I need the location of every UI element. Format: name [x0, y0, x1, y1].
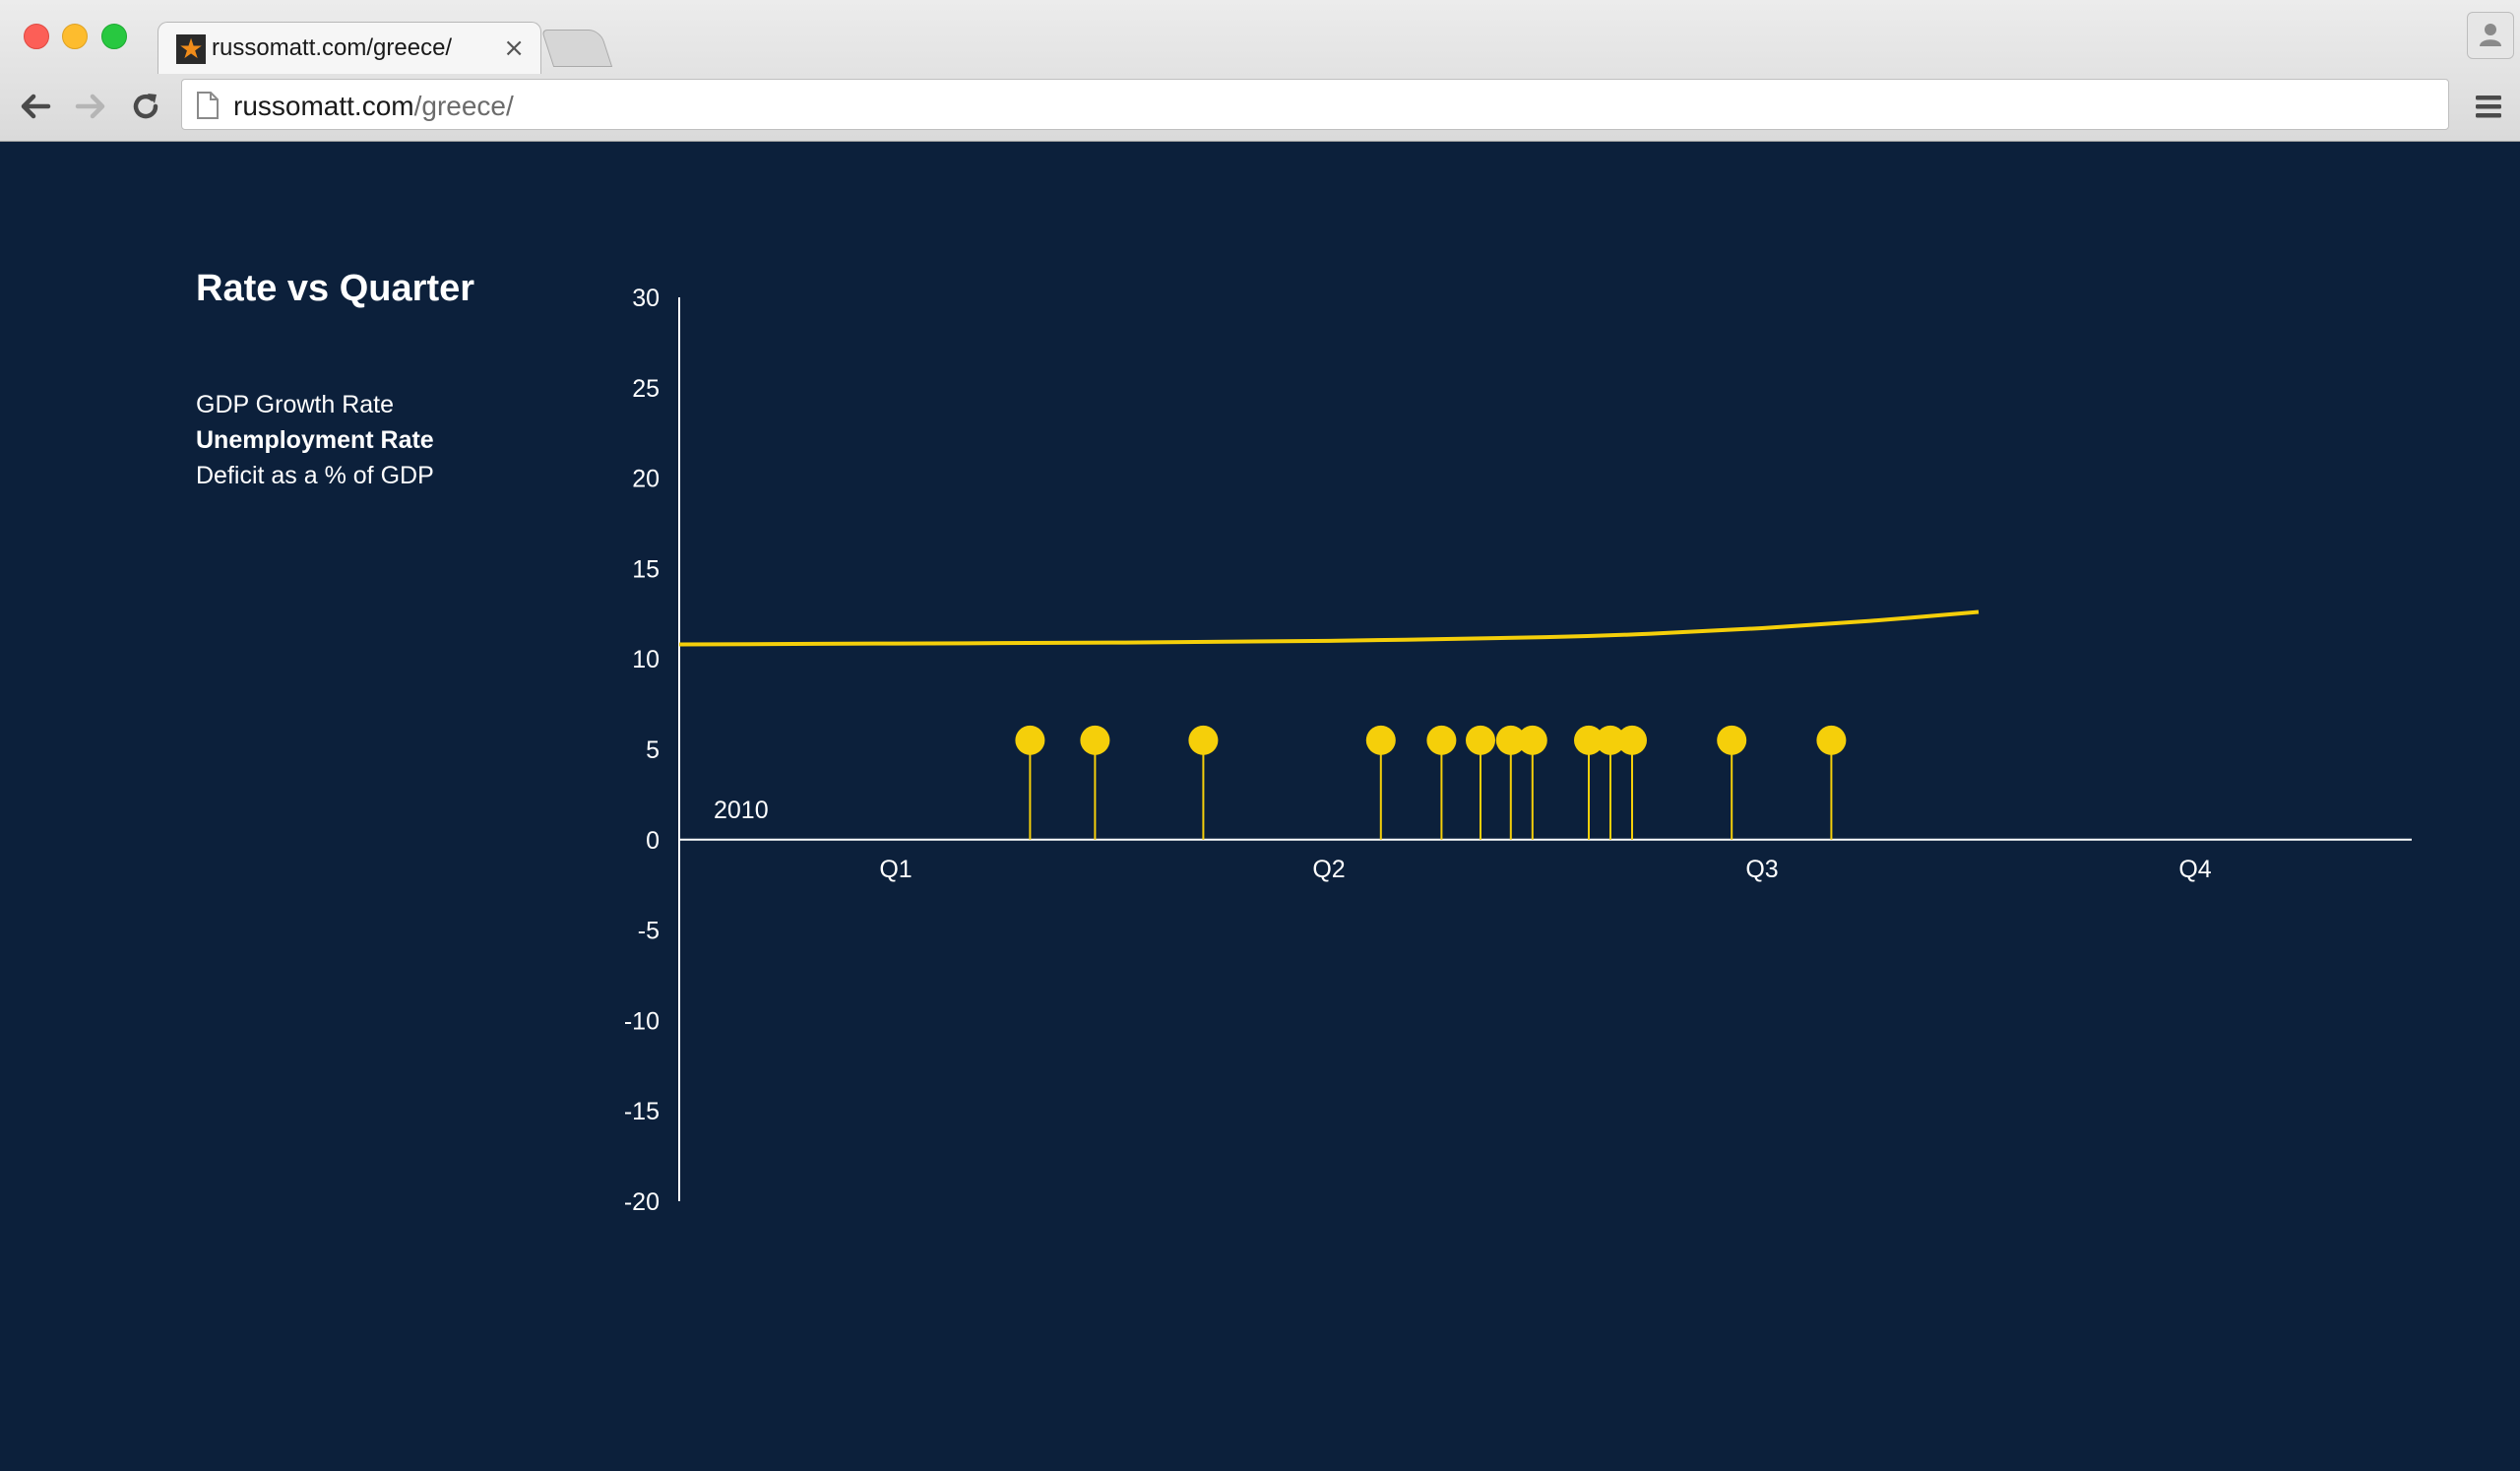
event-marker[interactable]: [1816, 725, 1847, 755]
y-tick-label: 25: [632, 375, 660, 403]
close-tab-icon[interactable]: ×: [503, 33, 525, 63]
event-marker[interactable]: [1717, 725, 1747, 755]
url-text: russomatt.com/greece/: [233, 91, 514, 122]
person-icon: [2480, 24, 2501, 46]
address-bar[interactable]: russomatt.com/greece/: [181, 79, 2449, 130]
minimize-window-button[interactable]: [62, 24, 88, 49]
event-marker[interactable]: [1015, 725, 1045, 755]
star-favicon-icon: ★: [176, 34, 206, 64]
event-marker[interactable]: [1517, 725, 1547, 755]
y-tick-label: 10: [632, 646, 660, 673]
browser-chrome: ★ russomatt.com/greece/ × russomatt.com/…: [0, 0, 2520, 142]
event-markers: [1015, 725, 1847, 840]
event-marker[interactable]: [1466, 725, 1495, 755]
profile-button[interactable]: [2467, 12, 2514, 59]
y-tick-label: 30: [632, 285, 660, 312]
y-tick-label: 5: [646, 736, 660, 764]
event-marker[interactable]: [1617, 725, 1647, 755]
y-axis-ticks: 30 25 20 15 10 5 0 -5 -10 -15 -20: [624, 285, 660, 1216]
metric-option[interactable]: GDP Growth Rate: [196, 391, 395, 418]
event-marker[interactable]: [1495, 725, 1526, 755]
y-tick-label: 15: [632, 555, 660, 583]
event-marker[interactable]: [1080, 725, 1110, 755]
metric-option[interactable]: Deficit as a % of GDP: [196, 462, 434, 489]
tab-title: russomatt.com/greece/: [212, 34, 453, 61]
arrow-left-icon: [21, 94, 51, 119]
event-marker[interactable]: [1426, 725, 1457, 755]
reload-button[interactable]: [126, 87, 165, 126]
hamburger-menu-icon: [2476, 96, 2501, 118]
y-tick-label: -15: [624, 1098, 660, 1125]
event-marker[interactable]: [1365, 725, 1396, 755]
menu-button[interactable]: [2469, 87, 2508, 126]
browser-tab[interactable]: ★ russomatt.com/greece/ ×: [158, 22, 541, 74]
reload-icon: [133, 94, 158, 119]
unemployment-rate-line: [678, 609, 1980, 647]
maximize-window-button[interactable]: [101, 24, 127, 49]
x-axis-ticks: Q1 Q2 Q3 Q4: [879, 856, 2211, 883]
y-tick-label: -10: [624, 1007, 660, 1035]
metric-selector: GDP Growth Rate Unemployment Rate Deficit …: [196, 387, 474, 493]
page-icon: [197, 92, 219, 119]
y-tick-label: 20: [632, 466, 660, 493]
url-domain: russomatt.com: [233, 91, 414, 121]
event-marker[interactable]: [1188, 725, 1219, 755]
url-path: /greece/: [413, 91, 514, 121]
y-tick-label: -5: [638, 918, 660, 945]
x-tick-label: Q2: [1312, 856, 1345, 883]
year-label: 2010: [714, 797, 769, 824]
chart-sidebar: Rate vs Quarter GDP Growth Rate Unemploym…: [196, 268, 474, 493]
metric-option[interactable]: Unemployment Rate: [196, 426, 434, 454]
event-marker[interactable]: [1574, 725, 1604, 755]
y-tick-label: -20: [624, 1188, 660, 1216]
x-tick-label: Q3: [1745, 856, 1778, 883]
arrow-right-icon: [75, 94, 105, 119]
y-tick-label: 0: [646, 827, 660, 855]
x-tick-label: Q1: [879, 856, 912, 883]
event-marker[interactable]: [1596, 725, 1625, 755]
forward-button[interactable]: [71, 87, 110, 126]
page-title: Rate vs Quarter: [196, 268, 475, 309]
x-tick-label: Q4: [2178, 856, 2211, 883]
close-window-button[interactable]: [24, 24, 49, 49]
back-button[interactable]: [16, 87, 55, 126]
